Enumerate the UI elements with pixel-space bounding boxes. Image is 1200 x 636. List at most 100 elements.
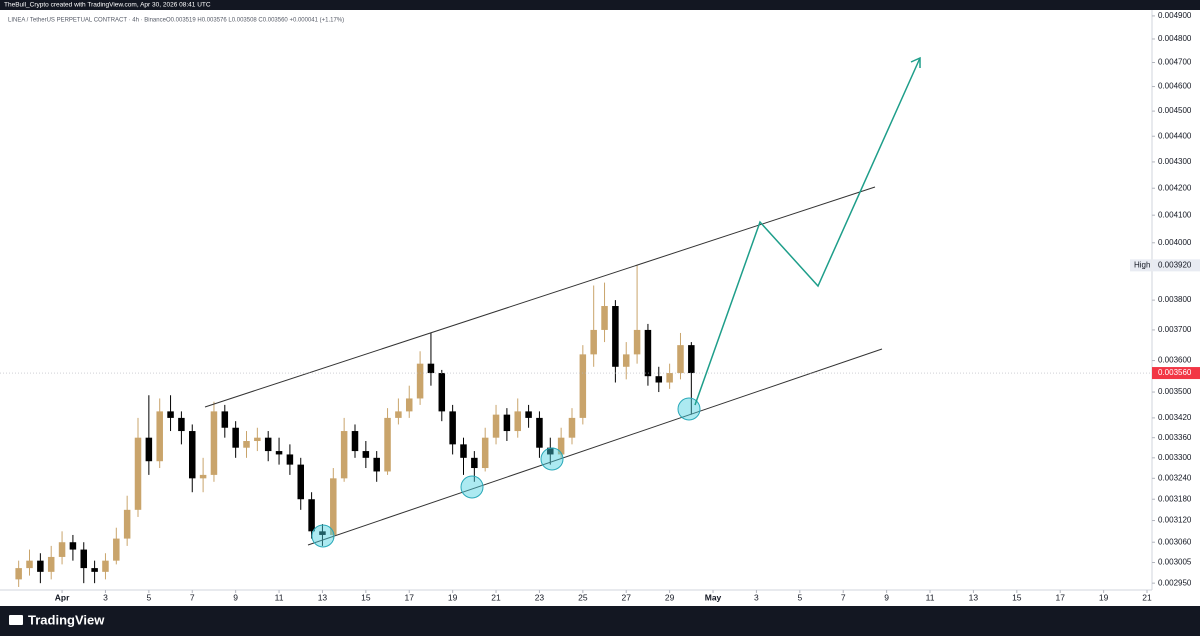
touch-circle <box>460 475 484 499</box>
candle-body <box>525 411 532 418</box>
touch-circle <box>677 397 701 421</box>
y-tick-label: 0.004800 <box>1158 34 1192 43</box>
candle-body <box>308 499 315 532</box>
candle-body <box>26 560 33 569</box>
y-tick-label: 0.004700 <box>1158 58 1192 67</box>
y-tick-label: 0.003500 <box>1158 387 1192 396</box>
brand-logo <box>9 615 23 625</box>
x-tick-label: 3 <box>754 592 759 602</box>
candle-body <box>568 417 576 438</box>
y-tick-label: 0.004400 <box>1158 131 1192 140</box>
candle-body <box>80 549 88 569</box>
candle-body <box>460 444 467 458</box>
candle-body <box>210 411 218 475</box>
touch-circle <box>540 447 564 471</box>
candle-body <box>188 431 196 479</box>
candle-body <box>547 447 554 455</box>
candle-body <box>395 411 402 418</box>
x-tick-label: 3 <box>103 592 108 602</box>
candle-body <box>319 531 326 535</box>
candle-body <box>58 542 66 557</box>
candle-body <box>286 454 294 465</box>
y-tick-label: 0.003800 <box>1158 295 1192 304</box>
candle-body <box>688 345 695 374</box>
x-tick-label: 9 <box>884 592 889 602</box>
candle-body <box>123 509 131 539</box>
candle-body <box>427 363 435 374</box>
y-tick-label: 0.002950 <box>1158 578 1192 587</box>
x-tick-label: 15 <box>1012 592 1022 602</box>
high-value: 0.003920 <box>1158 260 1192 269</box>
last-price-badge <box>1152 367 1200 380</box>
y-tick-label: 0.004100 <box>1158 210 1192 219</box>
x-tick-label: 9 <box>233 592 238 602</box>
candle-body <box>178 417 185 432</box>
candle-body <box>340 431 348 479</box>
y-tick-label: 0.003700 <box>1158 325 1192 334</box>
x-tick-label: 13 <box>318 592 328 602</box>
candle-body <box>232 427 239 448</box>
x-tick-label: 19 <box>1099 592 1109 602</box>
candle-body <box>514 411 521 432</box>
channel-lower <box>307 348 883 546</box>
candle-body <box>15 568 22 580</box>
x-tick-label: 19 <box>448 592 458 602</box>
candle-body <box>264 437 272 452</box>
y-tick-label: 0.003240 <box>1158 473 1192 482</box>
candle-body <box>167 411 174 418</box>
x-tick-label: 7 <box>841 592 846 602</box>
y-tick-label: 0.003180 <box>1158 494 1192 503</box>
candle-body <box>622 354 630 367</box>
drawings <box>204 56 921 548</box>
candle-body <box>199 474 207 479</box>
x-tick-label: 11 <box>275 592 284 602</box>
header-bar <box>0 0 1200 10</box>
x-tick-label: 7 <box>190 592 195 602</box>
y-tick-label: 0.003360 <box>1158 433 1192 442</box>
brand: TradingView <box>28 612 105 627</box>
y-tick-label: 0.004500 <box>1158 106 1192 115</box>
projection-arrow <box>694 57 921 406</box>
candle-body <box>612 306 619 367</box>
x-tick-label: 23 <box>535 592 545 602</box>
candle-body <box>579 354 587 418</box>
x-tick-label: 5 <box>797 592 802 602</box>
candle-body <box>655 376 663 383</box>
candle-body <box>601 306 608 330</box>
candle-body <box>633 329 641 355</box>
candle-body <box>297 464 305 500</box>
x-tick-label: 21 <box>1142 592 1152 602</box>
plot-area <box>15 265 695 587</box>
y-tick-label: 0.003005 <box>1158 558 1192 567</box>
last-price-label: 0.003560 <box>1158 368 1192 377</box>
x-tick-label: 25 <box>578 592 588 602</box>
candle-body <box>416 363 424 399</box>
candle-body <box>373 457 380 472</box>
x-tick-label: 21 <box>491 592 501 602</box>
x-tick-label: 29 <box>665 592 675 602</box>
arrow-head <box>910 56 921 68</box>
y-tick-label: 0.004000 <box>1158 238 1192 247</box>
candle-body <box>503 414 511 432</box>
y-tick-label: 0.004300 <box>1158 157 1192 166</box>
candle-body <box>91 568 98 572</box>
candle-body <box>362 451 370 458</box>
high-badge-bg <box>1130 259 1151 272</box>
candle-body <box>221 411 229 428</box>
x-tick-label: 17 <box>405 592 415 602</box>
candle-body <box>102 560 109 572</box>
candle-body <box>156 411 163 462</box>
candle-body <box>69 542 77 550</box>
candle-body <box>47 556 55 572</box>
candle-body <box>644 329 652 377</box>
x-tick-label: May <box>705 592 722 602</box>
y-tick-label: 0.003300 <box>1158 453 1192 462</box>
candle-body <box>145 437 153 462</box>
y-tick-label: 0.003600 <box>1158 356 1192 365</box>
candle-body <box>330 478 337 535</box>
candle-body <box>536 417 543 448</box>
candle-body <box>492 414 500 438</box>
candle-body <box>438 373 446 412</box>
candle-body <box>351 431 359 452</box>
channel-upper <box>204 186 876 408</box>
